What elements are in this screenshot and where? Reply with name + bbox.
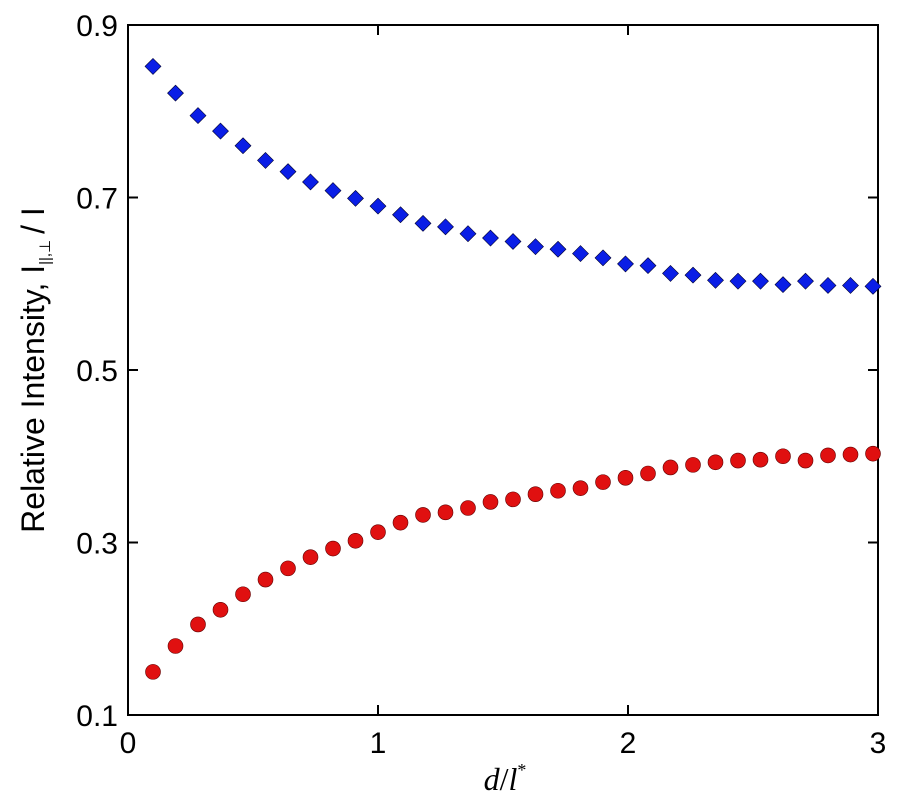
diamond-point (707, 271, 724, 289)
x-axis-label-l: l (509, 761, 518, 797)
circle-point (280, 560, 296, 577)
circle-point (595, 474, 611, 490)
diamond-point (414, 214, 432, 232)
diamond-point (369, 197, 387, 215)
circle-point (460, 500, 476, 516)
circle-point (235, 586, 251, 603)
diamond-point (167, 84, 184, 102)
y-axis-label-tail: / I (15, 207, 51, 234)
x-axis-label-d: d (484, 761, 501, 797)
diamond-point (459, 225, 477, 243)
circle-point (640, 465, 656, 482)
diamond-point (324, 182, 342, 200)
data-points (144, 57, 882, 680)
diamond-point (392, 206, 409, 224)
axis-ticks (127, 24, 879, 716)
circle-point (505, 491, 521, 508)
x-axis-label: d/l* (484, 760, 527, 797)
x-axis-label-slash: / (500, 761, 509, 797)
circle-point (325, 540, 341, 557)
diamond-point (144, 57, 162, 75)
diamond-point (594, 249, 612, 267)
circle-point (842, 446, 859, 463)
circle-point (527, 486, 544, 503)
circle-point (820, 447, 836, 464)
circle-point (865, 445, 881, 462)
circle-point (730, 452, 746, 469)
x-tick-label: 0 (120, 727, 137, 760)
diamond-point (549, 240, 567, 258)
diamond-point (684, 266, 702, 284)
y-tick-label: 0.3 (76, 528, 118, 561)
diamond-point (639, 257, 657, 275)
x-tick-label: 2 (620, 727, 637, 760)
diamond-point (212, 122, 229, 140)
circle-point (145, 664, 161, 680)
circle-point (797, 452, 814, 469)
circle-point (190, 616, 206, 633)
circle-point (662, 459, 679, 476)
circle-point (437, 504, 454, 521)
diamond-point (482, 229, 499, 247)
circle-point (775, 448, 791, 465)
diamond-point (797, 272, 814, 290)
diamond-point (257, 151, 274, 169)
diamond-point (842, 277, 859, 294)
circle-point (392, 514, 409, 531)
circle-point (572, 480, 589, 496)
circle-point (212, 601, 229, 618)
axis-tick-labels: 0 1 2 3 0.1 0.3 0.5 0.7 0.9 (76, 10, 886, 760)
diamond-point (617, 255, 634, 273)
diamond-point (347, 189, 364, 207)
circle-point (167, 638, 184, 654)
circle-point (302, 549, 319, 565)
circle-point (752, 451, 769, 468)
diamond-point (234, 137, 252, 155)
circle-point (707, 454, 724, 471)
circle-point (685, 457, 701, 473)
diamond-point (189, 107, 207, 124)
diamond-point (864, 277, 882, 295)
diamond-point (774, 276, 792, 294)
circle-point (617, 470, 634, 486)
diamond-point (819, 277, 837, 294)
circle-point (415, 507, 431, 523)
y-axis-label-main: Relative Intensity, I (15, 265, 51, 533)
circle-point (257, 571, 274, 588)
y-tick-label: 0.9 (76, 10, 118, 43)
y-tick-label: 0.5 (76, 355, 118, 388)
diamond-point (279, 163, 297, 181)
diamond-point (302, 173, 319, 191)
y-axis-label: Relative Intensity, I||,⊥ / I (15, 207, 54, 533)
diamond-point (729, 272, 747, 290)
circle-point (550, 482, 566, 499)
x-axis-label-star: * (517, 760, 526, 780)
diamond-point (437, 218, 454, 236)
plot-frame (127, 24, 879, 716)
x-tick-label: 3 (870, 727, 887, 760)
y-axis-label-subscript: ||,⊥ (37, 240, 54, 265)
diamond-point (527, 238, 544, 256)
x-tick-label: 1 (370, 727, 387, 760)
y-tick-label: 0.7 (76, 183, 118, 216)
diamond-point (572, 245, 589, 262)
diamond-point (752, 272, 769, 290)
circle-point (370, 524, 386, 540)
diamond-point (504, 233, 522, 250)
diamond-point (662, 264, 679, 282)
circle-point (347, 532, 364, 549)
circle-point (482, 494, 499, 510)
y-tick-label: 0.1 (76, 700, 118, 733)
